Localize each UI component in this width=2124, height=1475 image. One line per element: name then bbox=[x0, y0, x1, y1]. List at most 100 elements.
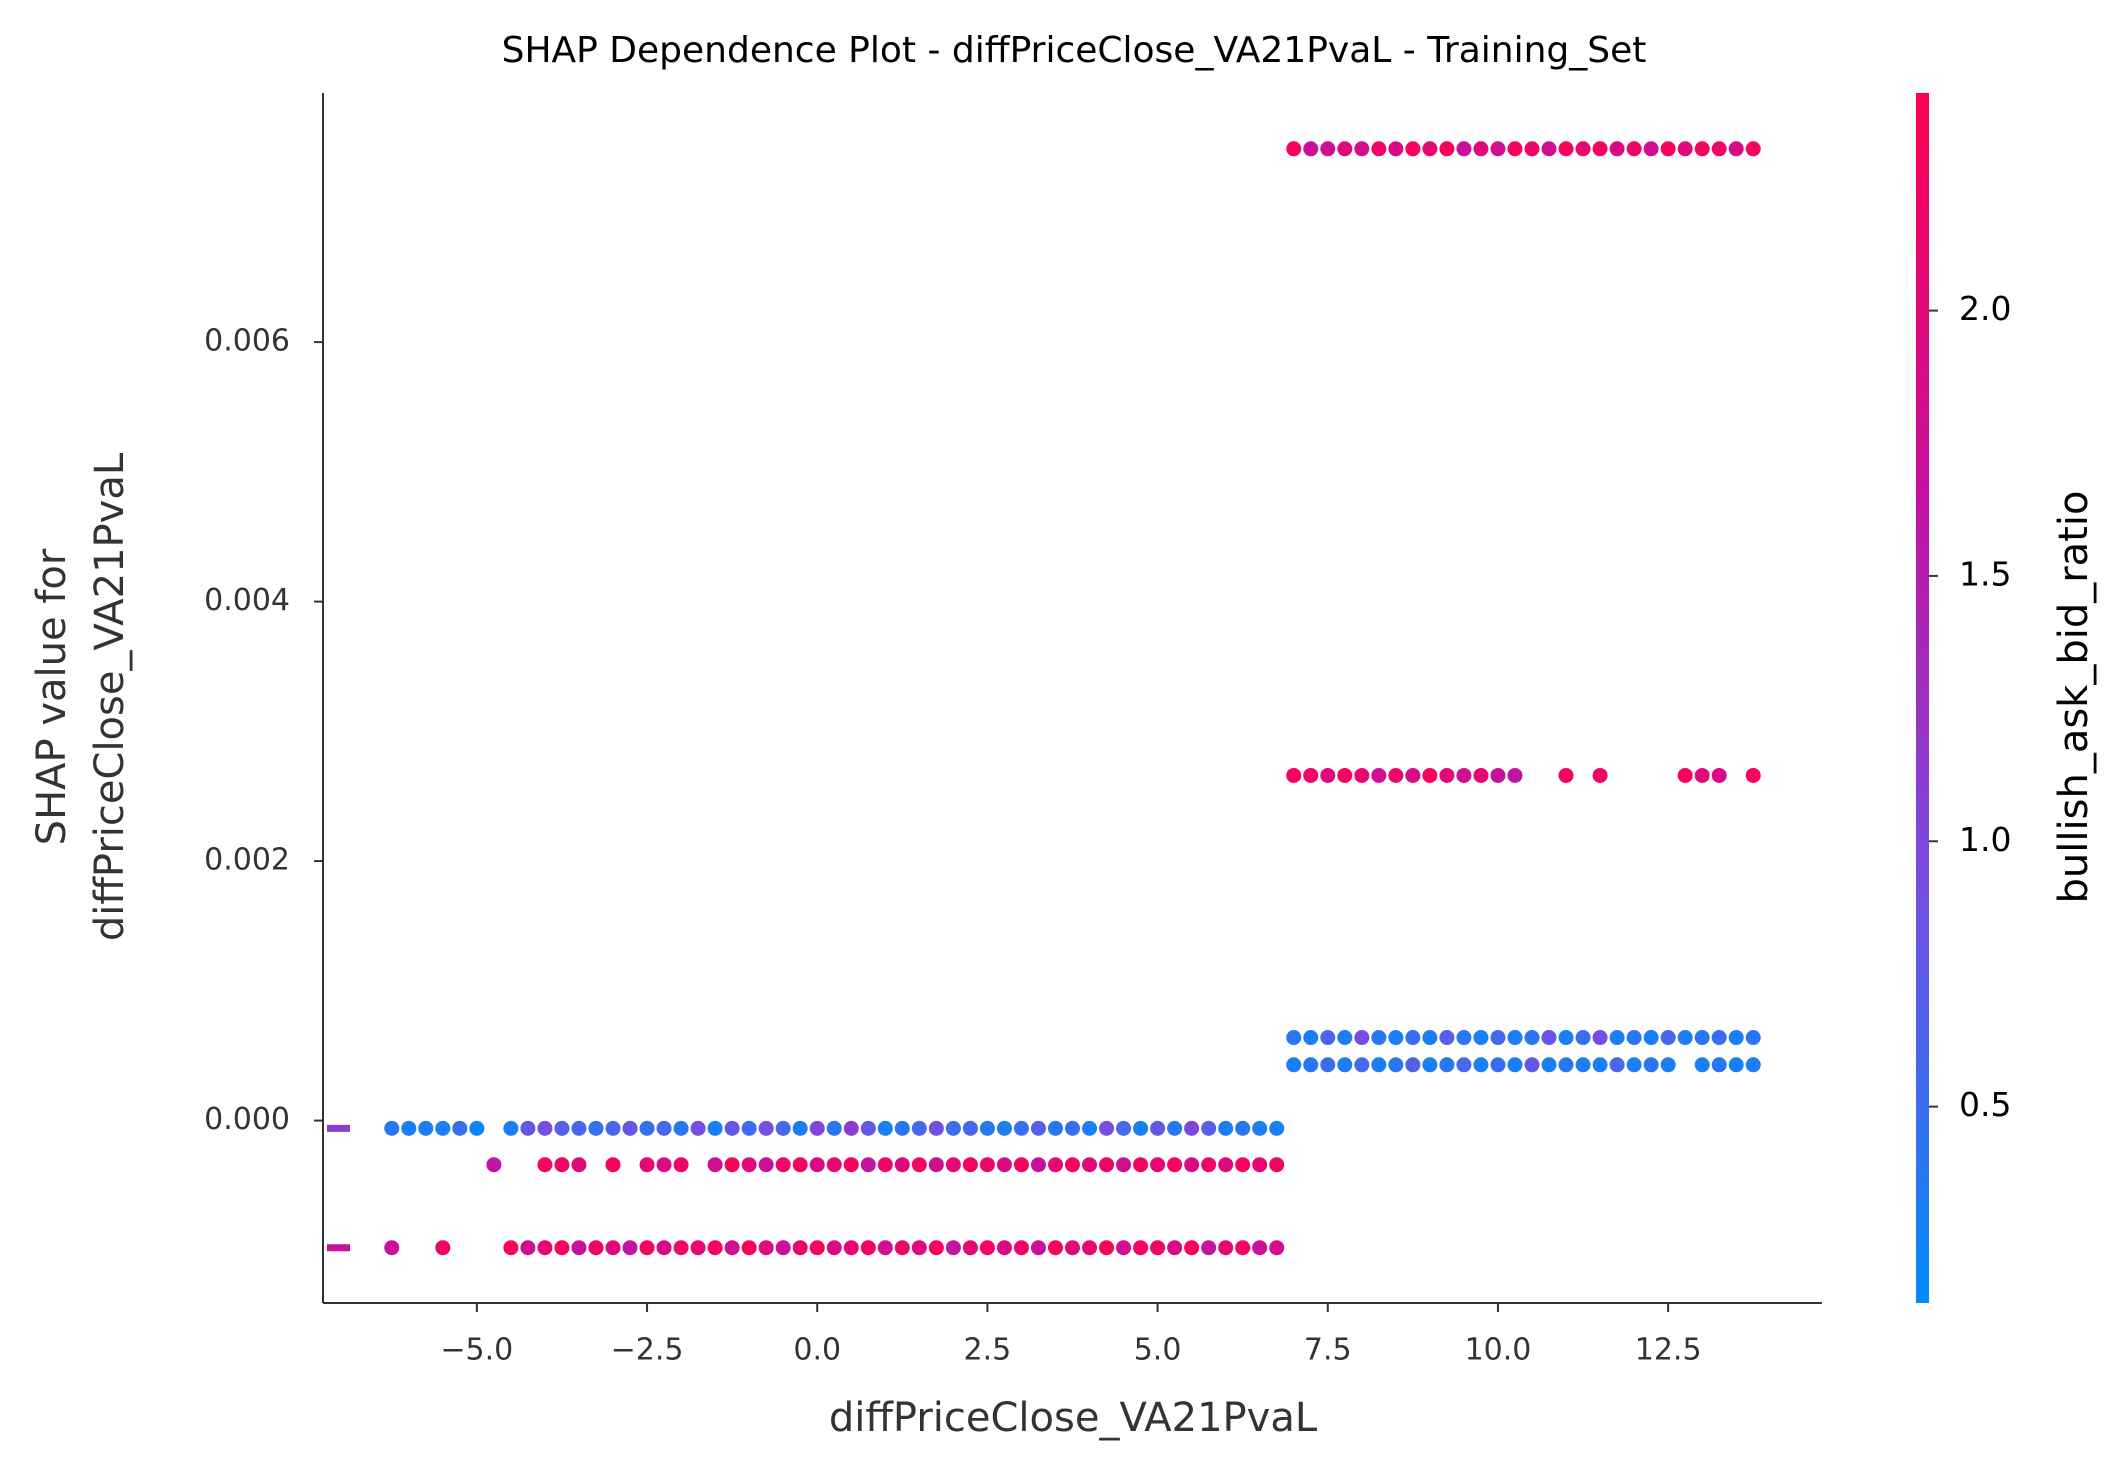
point bbox=[1252, 1240, 1268, 1256]
y-tick-label: 0.000 bbox=[204, 1102, 290, 1137]
chart-title: SHAP Dependence Plot - diffPriceClose_VA… bbox=[502, 30, 1647, 71]
x-tick-label: 12.5 bbox=[1635, 1333, 1702, 1368]
point bbox=[775, 1157, 791, 1173]
point bbox=[792, 1157, 808, 1173]
point bbox=[1133, 1240, 1149, 1256]
point bbox=[1133, 1157, 1149, 1173]
point bbox=[1677, 767, 1693, 783]
point bbox=[1473, 767, 1489, 783]
point bbox=[1047, 1240, 1063, 1256]
point bbox=[1235, 1240, 1251, 1256]
point bbox=[996, 1120, 1012, 1136]
point bbox=[1405, 141, 1421, 157]
point bbox=[1184, 1157, 1200, 1173]
point bbox=[639, 1240, 655, 1256]
point bbox=[537, 1157, 553, 1173]
point bbox=[1711, 767, 1727, 783]
point bbox=[1643, 1030, 1659, 1046]
point bbox=[690, 1240, 706, 1256]
point bbox=[996, 1240, 1012, 1256]
point bbox=[707, 1157, 723, 1173]
point bbox=[1269, 1240, 1285, 1256]
point bbox=[1422, 1030, 1438, 1046]
point bbox=[1337, 767, 1353, 783]
point bbox=[622, 1240, 638, 1256]
point bbox=[911, 1240, 927, 1256]
point bbox=[1592, 1030, 1608, 1046]
point bbox=[1065, 1157, 1080, 1173]
point bbox=[1371, 1030, 1387, 1046]
point bbox=[1252, 1120, 1268, 1136]
point bbox=[1507, 1030, 1523, 1046]
y-tick-label: 0.002 bbox=[204, 843, 290, 878]
point bbox=[1184, 1240, 1200, 1256]
point bbox=[1626, 141, 1642, 157]
x-tick-label: −2.5 bbox=[611, 1333, 684, 1368]
point bbox=[1337, 1057, 1353, 1073]
point bbox=[1354, 1030, 1370, 1046]
point bbox=[1677, 1030, 1693, 1046]
point bbox=[809, 1157, 825, 1173]
point bbox=[962, 1240, 978, 1256]
point bbox=[1167, 1240, 1183, 1256]
point bbox=[1490, 767, 1506, 783]
x-tick-label: 2.5 bbox=[964, 1333, 1012, 1368]
point bbox=[1354, 1057, 1370, 1073]
point bbox=[1303, 141, 1319, 157]
point bbox=[860, 1120, 876, 1136]
point bbox=[1558, 1057, 1574, 1073]
y-tick-label: 0.006 bbox=[204, 324, 290, 359]
point bbox=[758, 1157, 774, 1173]
point bbox=[979, 1157, 995, 1173]
point bbox=[1405, 1057, 1421, 1073]
point bbox=[1286, 767, 1302, 783]
point bbox=[673, 1240, 689, 1256]
point bbox=[1099, 1240, 1115, 1256]
point bbox=[435, 1120, 451, 1136]
point bbox=[1490, 1030, 1506, 1046]
point bbox=[1490, 1057, 1506, 1073]
point bbox=[894, 1240, 910, 1256]
point bbox=[1660, 141, 1676, 157]
y-axis-label: diffPriceClose_VA21PvaL bbox=[87, 452, 133, 941]
point bbox=[775, 1240, 791, 1256]
point bbox=[962, 1157, 978, 1173]
point bbox=[1269, 1120, 1285, 1136]
point bbox=[1405, 1030, 1421, 1046]
point bbox=[503, 1240, 519, 1256]
point bbox=[656, 1240, 672, 1256]
point bbox=[1575, 1030, 1591, 1046]
point bbox=[1490, 141, 1506, 157]
point bbox=[1388, 1030, 1404, 1046]
point bbox=[1626, 1030, 1642, 1046]
point bbox=[1116, 1240, 1132, 1256]
point bbox=[792, 1240, 808, 1256]
point bbox=[1065, 1240, 1080, 1256]
point bbox=[1303, 1030, 1319, 1046]
point bbox=[1150, 1157, 1166, 1173]
point bbox=[1235, 1157, 1251, 1173]
point bbox=[690, 1120, 706, 1136]
point bbox=[979, 1120, 995, 1136]
point bbox=[673, 1120, 689, 1136]
point bbox=[1065, 1120, 1080, 1136]
point bbox=[1269, 1157, 1285, 1173]
colorbar-tick-label: 2.0 bbox=[1959, 289, 2011, 328]
point bbox=[860, 1157, 876, 1173]
point bbox=[1507, 141, 1523, 157]
point bbox=[945, 1240, 961, 1256]
point bbox=[1030, 1240, 1046, 1256]
point bbox=[724, 1157, 740, 1173]
point bbox=[1592, 141, 1608, 157]
point bbox=[962, 1120, 978, 1136]
point bbox=[1201, 1240, 1217, 1256]
point bbox=[1013, 1120, 1029, 1136]
point bbox=[1218, 1120, 1234, 1136]
point bbox=[1592, 1057, 1608, 1073]
point bbox=[1422, 1057, 1438, 1073]
point bbox=[1745, 1030, 1761, 1046]
point bbox=[1711, 141, 1727, 157]
point bbox=[1405, 767, 1421, 783]
point bbox=[469, 1120, 485, 1136]
